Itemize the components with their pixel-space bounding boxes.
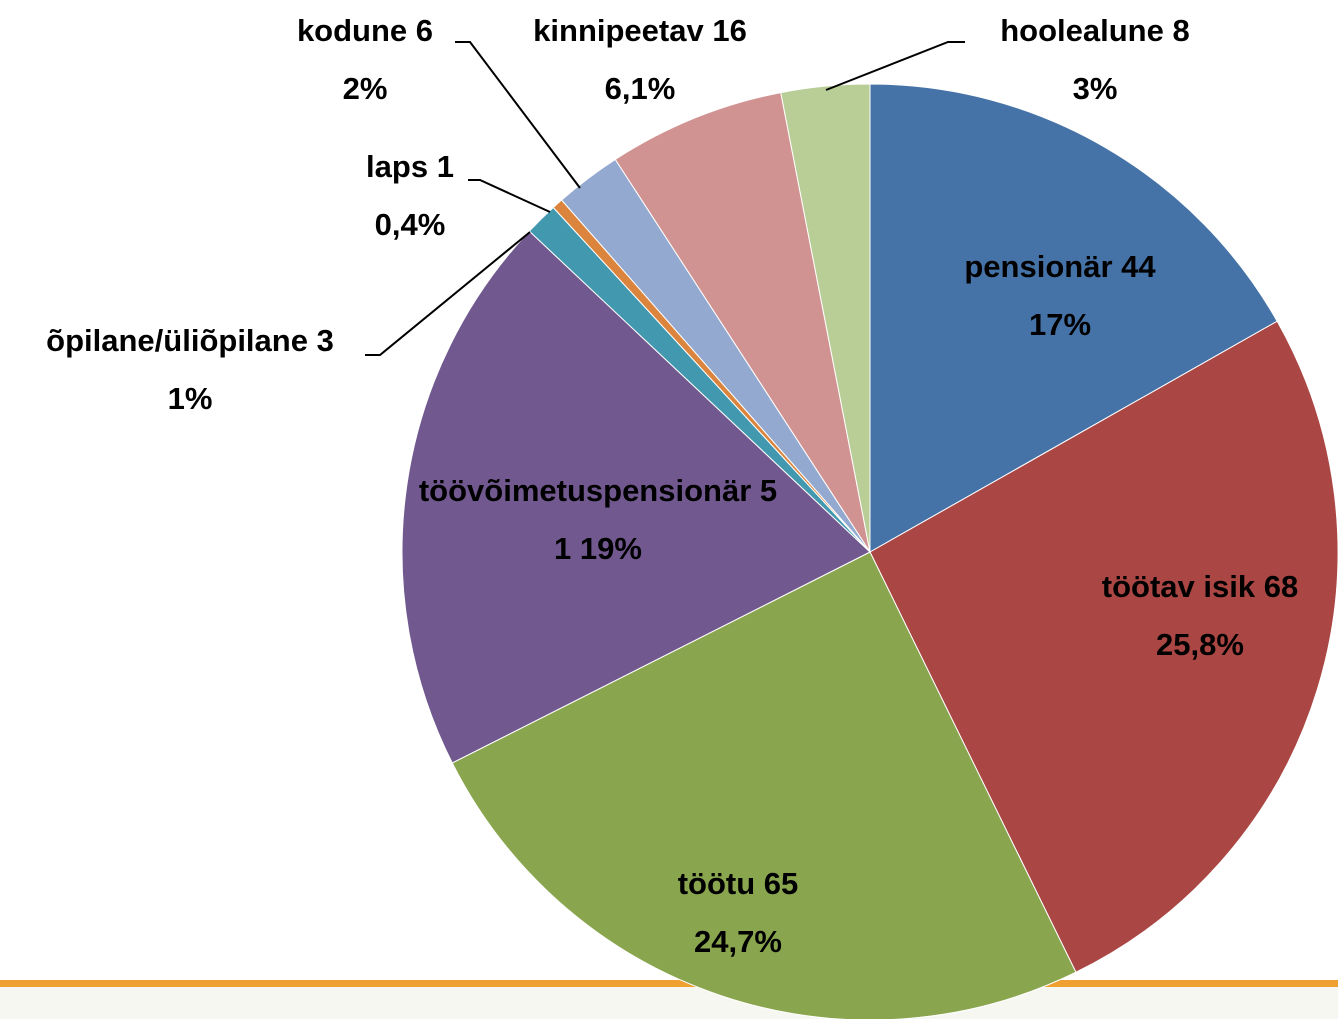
pie-slice	[869, 320, 1338, 973]
percent-label: 25,8%	[1156, 627, 1244, 662]
value-label: 65	[763, 866, 799, 901]
percent-label: 1%	[167, 381, 213, 416]
category-label: töötu	[677, 866, 756, 901]
pie-slice	[780, 83, 871, 553]
footer-band	[0, 980, 1338, 987]
leader-line	[455, 41, 581, 189]
percent-label: 17%	[1028, 307, 1092, 342]
percent-label: 6,1%	[604, 71, 676, 106]
value-label: 6	[415, 13, 434, 48]
value-label: 3	[316, 323, 334, 358]
data-label: töötav isik 68 25,8%	[1050, 558, 1338, 674]
data-label: õpilane/üliõpilane 3 1%	[13, 312, 368, 428]
data-label: töövõimetuspensionär 51 19%	[413, 462, 783, 578]
category-label: pensionär	[964, 249, 1113, 284]
value-label: 68	[1263, 569, 1299, 604]
data-label: laps 1 0,4%	[310, 138, 510, 254]
category-label: laps	[366, 149, 429, 184]
leader-line	[825, 41, 965, 91]
value-label: 16	[712, 13, 747, 48]
value-label: 44	[1121, 249, 1156, 284]
category-label: kodune	[296, 13, 408, 48]
leader-line	[365, 231, 531, 356]
pie-slice	[401, 230, 871, 764]
pie-slice	[451, 551, 1077, 1019]
percent-label: 24,7%	[694, 924, 782, 959]
percent-label: 3%	[1072, 71, 1118, 106]
value-label: 1	[436, 149, 454, 184]
category-label: õpilane/üliõpilane	[46, 323, 308, 358]
percent-label: 2%	[342, 71, 388, 106]
data-label: kinnipeetav 16 6,1%	[480, 2, 800, 118]
pie-slice	[614, 92, 871, 553]
value-label: 51	[554, 473, 778, 566]
value-label: 8	[1172, 13, 1190, 48]
pie-slice	[869, 83, 1278, 553]
data-label: hoolealune 8 3%	[945, 2, 1245, 118]
leader-lines	[365, 41, 965, 356]
percent-label: 19%	[579, 531, 642, 566]
data-label: kodune 6 2%	[265, 2, 465, 118]
leader-line	[468, 179, 551, 213]
percent-label: 0,4%	[374, 207, 446, 242]
category-label: töötav isik	[1101, 569, 1256, 604]
category-label: hoolealune	[1000, 13, 1164, 48]
category-label: kinnipeetav	[533, 13, 704, 48]
footer	[0, 987, 1338, 1019]
category-label: töövõimetuspensionär	[418, 473, 752, 508]
data-label: töötu 65 24,7%	[608, 855, 868, 971]
data-label: pensionär 44 17%	[890, 238, 1230, 354]
